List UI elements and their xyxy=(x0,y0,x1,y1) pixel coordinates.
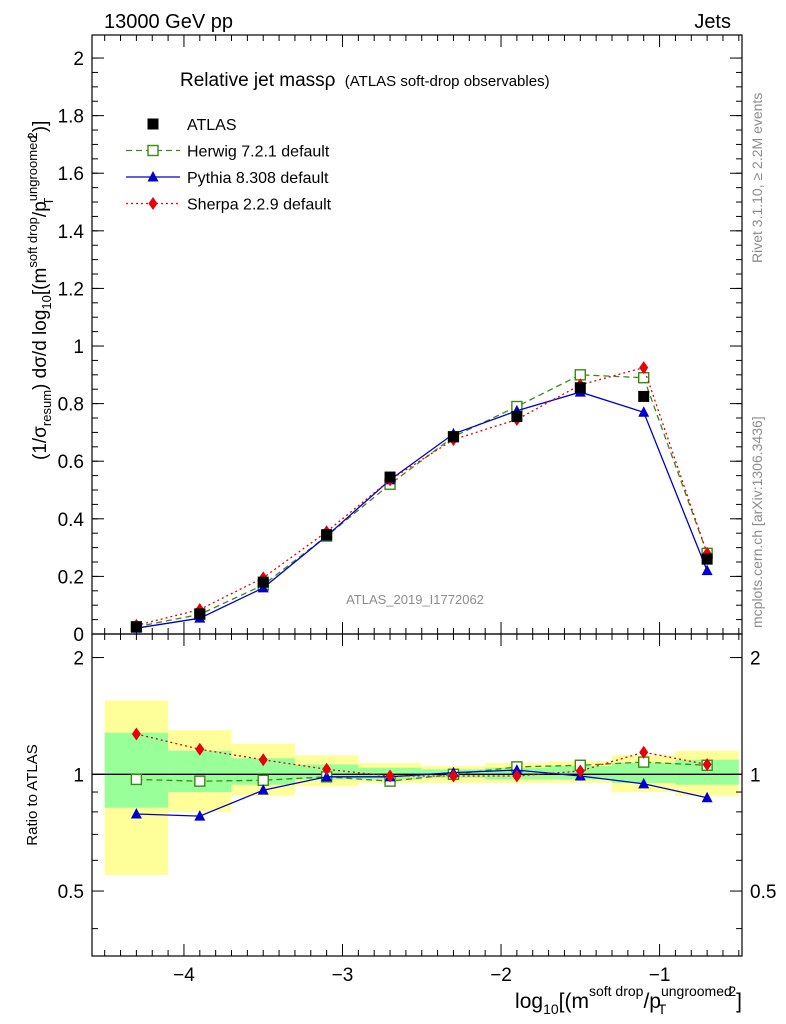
legend-marker xyxy=(147,144,159,157)
mcplots-label: mcplots.cern.ch [arXiv:1306.3436] xyxy=(749,416,765,628)
series-line-pythia-ratio xyxy=(136,769,708,817)
header-left: 13000 GeV pp xyxy=(104,11,233,33)
data-point-pythia-ratio xyxy=(511,764,523,775)
main-ytick-label: 0.6 xyxy=(58,452,84,473)
data-point-pythia xyxy=(638,406,650,417)
legend-label: Herwig 7.2.1 default xyxy=(187,144,330,161)
main-ytick-label: 0.8 xyxy=(58,395,84,416)
ratio-ytick-label: 2 xyxy=(73,649,84,670)
series-line-sherpa xyxy=(136,366,708,627)
series-line-herwig xyxy=(136,374,708,628)
data-point-atlas xyxy=(130,621,142,633)
data-point-herwig-ratio xyxy=(130,773,143,786)
legend-label: Sherpa 2.2.9 default xyxy=(187,197,332,214)
legend-entry-herwig: Herwig 7.2.1 default xyxy=(126,144,330,161)
data-point-sherpa-ratio xyxy=(448,769,458,783)
data-point-pythia-ratio xyxy=(701,791,713,803)
main-ytick-label: 1.8 xyxy=(58,107,84,128)
data-point-pythia-ratio xyxy=(194,810,206,821)
data-point-sherpa-ratio xyxy=(512,769,522,783)
ratio-ytick-label: 0.5 xyxy=(58,882,84,903)
main-ytick-label: 1 xyxy=(73,337,84,358)
series-atlas xyxy=(130,382,713,633)
data-point-herwig-ratio xyxy=(194,775,206,787)
x-tick-label: −3 xyxy=(332,965,354,986)
data-point-sherpa xyxy=(639,361,649,375)
data-point-atlas xyxy=(321,529,333,541)
svg-text:log10[(msoft drop/pungroomedT2: log10[(msoft drop/pungroomed T2] xyxy=(515,983,742,1017)
data-point-pythia-ratio xyxy=(257,784,269,795)
data-point-pythia-ratio xyxy=(321,770,333,782)
data-point-herwig-ratio xyxy=(257,774,269,786)
data-point-atlas xyxy=(384,471,396,483)
ratio-ytick-label-right: 2 xyxy=(750,649,761,670)
data-point-sherpa-ratio xyxy=(195,742,205,756)
series-line-herwig-ratio xyxy=(136,761,708,782)
series-line-pythia xyxy=(136,391,708,629)
data-point-atlas xyxy=(194,608,206,620)
legend-label: ATLAS xyxy=(187,117,237,134)
x-tick-label: −4 xyxy=(173,965,195,986)
legend-marker xyxy=(147,171,159,182)
data-point-sherpa-ratio xyxy=(575,764,585,778)
header-right: Jets xyxy=(694,11,731,33)
legend-label: Pythia 8.308 default xyxy=(187,170,329,187)
legend: ATLAS Herwig 7.2.1 default Pythia 8.308 de… xyxy=(126,117,332,214)
data-point-atlas xyxy=(638,390,650,402)
data-point-atlas xyxy=(574,382,586,394)
main-ytick-label: 0.2 xyxy=(58,567,84,588)
data-point-sherpa-ratio xyxy=(258,753,268,767)
x-axis-label: log10[(msoft drop/pungroomed T2] xyxy=(515,983,742,1017)
data-point-sherpa-ratio xyxy=(702,757,712,771)
legend-entry-pythia: Pythia 8.308 default xyxy=(126,170,329,187)
ratio-ytick-label-right: 0.5 xyxy=(750,882,776,903)
main-ytick-label: 1.4 xyxy=(58,222,85,243)
data-point-pythia-ratio xyxy=(130,807,142,819)
ratio-ytick-label: 1 xyxy=(73,765,84,786)
data-point-atlas xyxy=(447,431,459,443)
analysis-watermark: ATLAS_2019_I1772062 xyxy=(346,592,484,607)
data-point-herwig xyxy=(574,369,586,381)
data-point-sherpa-ratio xyxy=(639,745,649,759)
series-line-sherpa-ratio xyxy=(136,733,708,777)
rivet-label: Rivet 3.1.10, ≥ 2.2M events xyxy=(749,93,765,263)
ratio-panel-frame xyxy=(91,633,743,957)
svg-text:(1/σresum) dσ/d log10[(msoft d: (1/σresum) dσ/d log10[(msoft drop/pungro… xyxy=(25,121,56,460)
data-point-atlas xyxy=(701,553,713,565)
legend-entry-atlas: ATLAS xyxy=(147,117,237,134)
data-point-sherpa-ratio xyxy=(322,762,332,776)
plot-title: Relative jet massρ (ATLAS soft-drop obse… xyxy=(180,70,550,91)
main-chart-layer: 0 0.2 0.4 0.6 0.8 1 1.2 1.4 1.6 1.8 2 xyxy=(58,35,742,646)
x-tick-label: −2 xyxy=(490,965,512,986)
ratio-ylabel: Ratio to ATLAS xyxy=(24,744,41,845)
main-ytick-label: 0 xyxy=(73,625,84,646)
uncertainty-band-inner xyxy=(104,732,169,808)
main-ytick-label: 1.2 xyxy=(58,279,84,300)
legend-marker xyxy=(148,197,158,210)
ratio-ytick-label-right: 1 xyxy=(750,765,761,786)
ratio-chart-layer: 0.5 1 2 0.5 1 2 −4 −3 −2 −1 xyxy=(58,634,776,986)
data-point-sherpa-ratio xyxy=(131,727,141,741)
data-point-pythia xyxy=(701,564,713,576)
main-ytick-label: 0.4 xyxy=(58,510,85,531)
uncertainty-band-inner xyxy=(612,762,676,783)
main-ylabel: (1/σresum) dσ/d log10[(msoft drop/pungro… xyxy=(25,121,56,460)
data-point-pythia-ratio xyxy=(638,777,650,789)
series-sherpa-ratio xyxy=(131,727,712,783)
legend-entry-sherpa: Sherpa 2.2.9 default xyxy=(126,197,332,214)
x-tick-label: −1 xyxy=(649,965,671,986)
main-ytick-label: 2 xyxy=(73,49,84,70)
legend-marker xyxy=(147,118,159,130)
data-point-sherpa-ratio xyxy=(385,769,395,783)
data-point-atlas xyxy=(511,411,523,423)
main-ytick-label: 1.6 xyxy=(58,164,84,185)
data-point-atlas xyxy=(257,576,269,588)
